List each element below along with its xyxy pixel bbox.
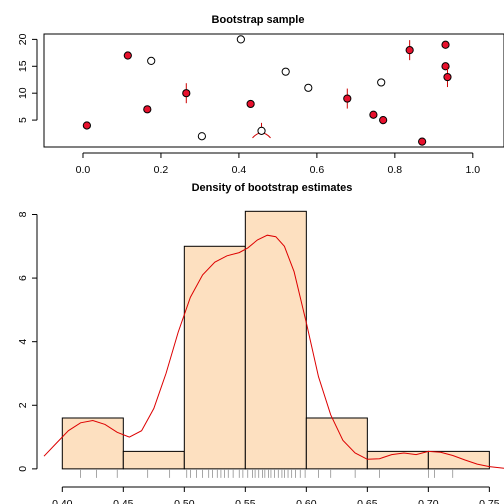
scatter-point	[252, 122, 271, 139]
selected-point-marker	[246, 99, 255, 109]
selected-point-marker	[143, 105, 152, 114]
selected-point-marker	[369, 110, 378, 119]
scatter-axes: 0.0 0.2 0.4 0.6 0.8 1.0 5 10 15 20	[17, 33, 480, 176]
scatter-point	[246, 99, 255, 109]
scatter-point	[197, 132, 206, 141]
density-curve	[43, 234, 504, 469]
histogram-bar	[61, 417, 124, 470]
selected-point-marker	[441, 40, 450, 49]
histogram-title: Density of bootstrap estimates	[192, 182, 353, 194]
histogram-panel: Density of bootstrap estimates 0 2 4 6 8 0.40…	[17, 182, 504, 504]
scatter-point	[343, 88, 352, 109]
selected-point-marker	[182, 89, 191, 98]
histogram-y-tick-label: 2	[17, 402, 29, 408]
scatter-point	[182, 83, 191, 104]
scatter-x-tick-label: 0.4	[232, 164, 247, 176]
histogram-x-tick-label: 0.70	[418, 498, 439, 504]
scatter-point	[281, 67, 290, 76]
scatter-point	[236, 35, 245, 44]
selected-point-marker	[82, 121, 91, 130]
histogram-y-tick-label: 4	[17, 339, 29, 345]
unselected-point-marker	[147, 56, 156, 66]
histogram-x-tick-label: 0.65	[357, 498, 378, 504]
scatter-y-tick-label: 10	[17, 87, 29, 99]
scatter-point	[377, 78, 386, 87]
selected-point-marker	[441, 62, 450, 71]
scatter-point	[405, 40, 414, 61]
histogram-x-tick-label: 0.45	[113, 498, 134, 504]
scatter-points	[82, 35, 452, 146]
scatter-point	[441, 40, 450, 49]
scatter-plot-frame	[43, 33, 504, 148]
histogram-bar	[122, 450, 185, 470]
scatter-point	[379, 115, 388, 125]
selected-point-marker	[443, 72, 452, 82]
histogram-x-tick-label: 0.55	[235, 498, 256, 504]
scatter-point	[147, 56, 156, 66]
unselected-point-marker	[281, 67, 290, 76]
scatter-y-tick-label: 15	[17, 60, 29, 72]
scatter-point	[82, 121, 91, 130]
selected-point-marker	[123, 51, 132, 60]
histogram-y-tick-label: 0	[17, 466, 29, 472]
scatter-y-tick-label: 5	[17, 117, 29, 123]
scatter-point	[369, 110, 378, 119]
unselected-point-marker	[304, 83, 313, 92]
scatter-point	[143, 105, 152, 114]
histogram-axes: 0 2 4 6 8 0.40 0.45 0.50 0.55 0.60 0.65 0.70 0.75	[17, 211, 500, 504]
histogram-x-tick-label: 0.75	[479, 498, 500, 504]
scatter-x-tick-label: 0.6	[310, 164, 325, 176]
scatter-x-tick-label: 0.0	[76, 164, 91, 176]
scatter-point	[443, 67, 452, 88]
scatter-point	[418, 137, 427, 146]
scatter-point	[123, 51, 132, 60]
scatter-x-tick-label: 1.0	[466, 164, 481, 176]
histogram-x-tick-label: 0.50	[174, 498, 195, 504]
unselected-point-marker	[197, 132, 206, 141]
histogram-y-tick-label: 8	[17, 211, 29, 217]
selected-point-marker	[343, 94, 352, 103]
selected-point-marker	[418, 137, 427, 146]
histogram-bar	[427, 450, 490, 470]
histogram-y-tick-label: 6	[17, 275, 29, 281]
unselected-point-marker	[236, 35, 245, 44]
histogram-rug	[80, 469, 454, 478]
scatter-x-tick-label: 0.8	[388, 164, 403, 176]
unselected-point-marker	[257, 126, 266, 135]
selected-point-marker	[405, 46, 414, 55]
scatter-panel: Bootstrap sample 0.0 0.2 0.4 0.6 0.8 1.0 5 10 15…	[17, 14, 504, 176]
selected-point-marker	[379, 115, 388, 125]
histogram-x-tick-label: 0.40	[52, 498, 73, 504]
histogram-x-tick-label: 0.60	[296, 498, 317, 504]
histogram-bar	[183, 245, 246, 470]
histogram-bar	[244, 210, 307, 470]
scatter-x-tick-label: 0.2	[154, 164, 169, 176]
histogram-bars	[61, 210, 490, 470]
scatter-point	[441, 62, 450, 71]
scatter-point	[304, 83, 313, 92]
histogram-bar	[305, 417, 368, 470]
scatter-y-tick-label: 20	[17, 33, 29, 45]
unselected-point-marker	[377, 78, 386, 87]
scatter-title: Bootstrap sample	[212, 14, 305, 26]
